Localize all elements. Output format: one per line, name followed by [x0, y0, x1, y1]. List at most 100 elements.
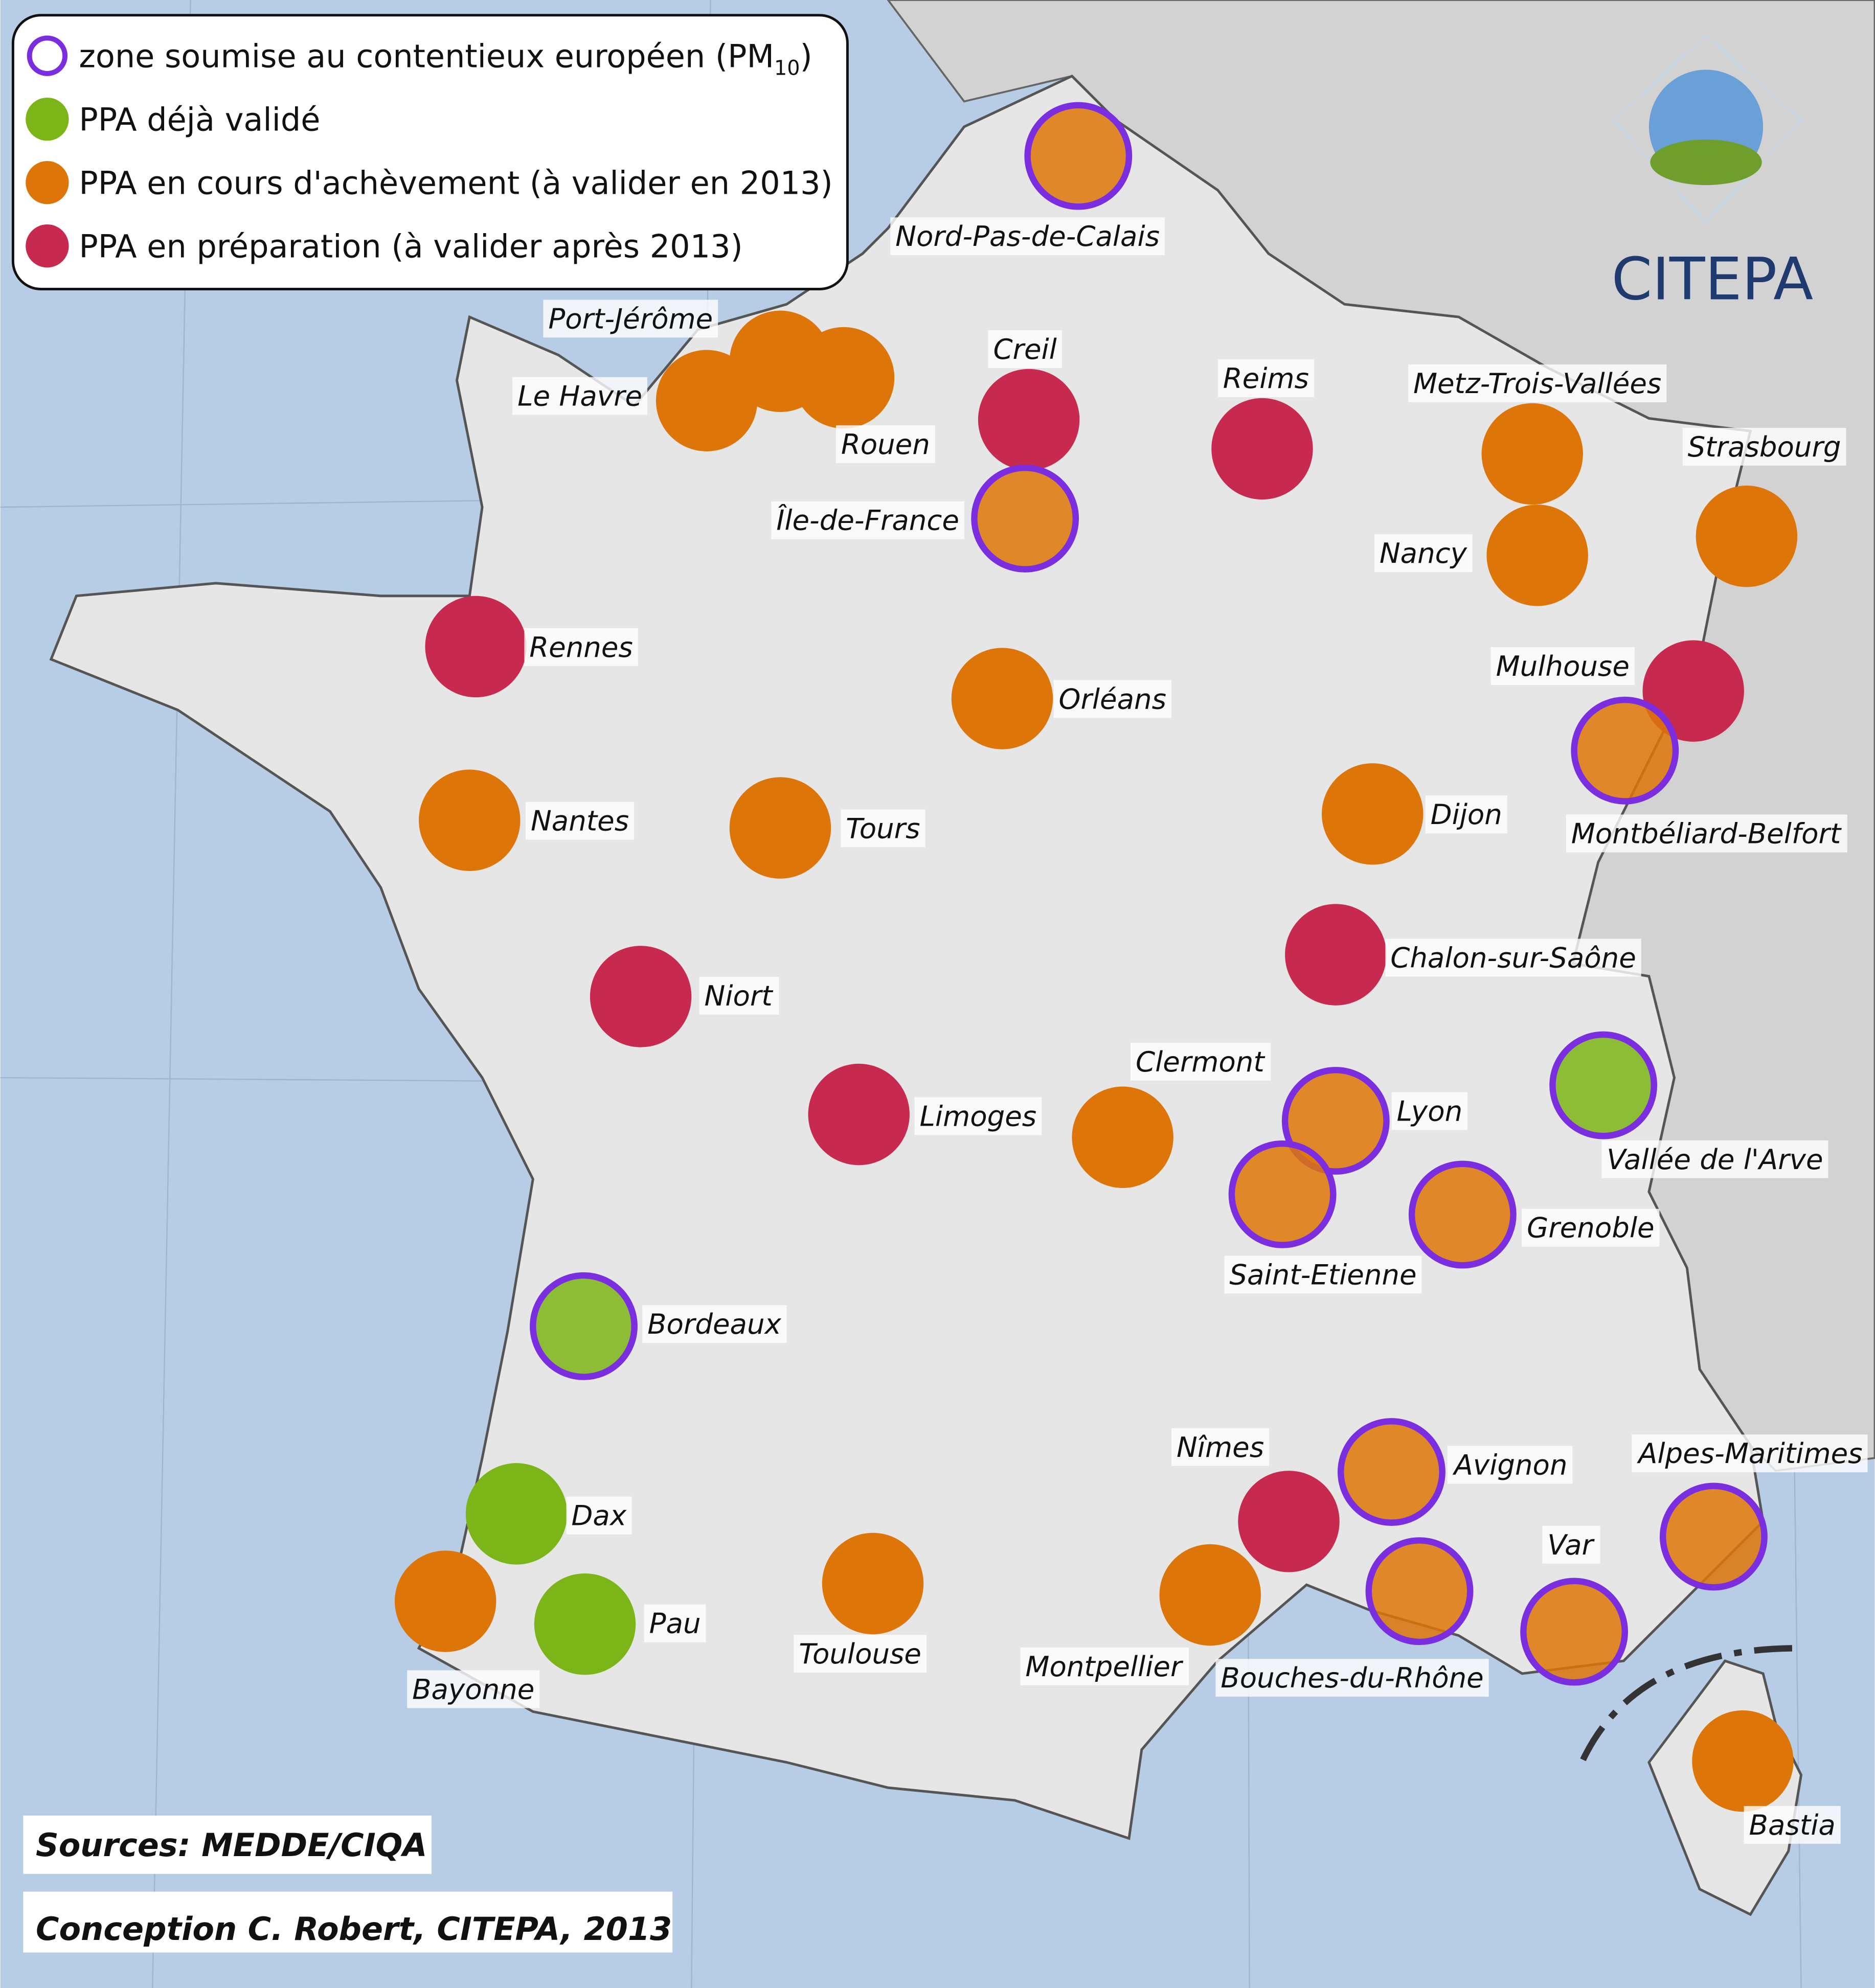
zone-marker [1027, 105, 1129, 207]
zone-label: Toulouse [799, 1637, 921, 1670]
contentieux-ring [1408, 1160, 1517, 1269]
zone-label: Dax [571, 1499, 626, 1532]
label-bg [914, 1097, 1042, 1135]
zone-marker [822, 1533, 924, 1635]
legend-label: PPA déjà validé [79, 101, 320, 138]
label-bg [890, 217, 1165, 256]
zone-marker [419, 769, 521, 871]
label-bg [699, 976, 779, 1015]
label-bg [1682, 427, 1846, 466]
label-bg [1522, 1208, 1660, 1247]
contentieux-ring [1549, 1031, 1658, 1139]
label-bg [1490, 647, 1635, 685]
zone-marker [1285, 904, 1387, 1006]
label-bg [526, 802, 635, 840]
contentieux-ring [971, 465, 1079, 573]
credit: Conception C. Robert, CITEPA, 2013 [36, 1910, 672, 1948]
label-bg [524, 628, 638, 666]
zone-marker [1159, 1544, 1261, 1646]
zone-label: Montbéliard-Belfort [1571, 817, 1842, 850]
label-bg [794, 1635, 927, 1673]
zone-marker [1486, 505, 1588, 606]
legend-marker [26, 224, 69, 268]
zone-label: Saint-Etienne [1229, 1258, 1416, 1291]
zone-marker [465, 1463, 568, 1565]
label-bg [1425, 795, 1507, 834]
label-bg [1408, 364, 1667, 402]
legend-marker [26, 161, 69, 204]
zone-marker [978, 369, 1080, 471]
label-bg [1566, 814, 1847, 853]
zone-label: Île-de-France [776, 504, 959, 537]
logo-text: CITEPA [1612, 245, 1814, 313]
zone-label: Reims [1223, 362, 1309, 395]
zone-label: Bastia [1749, 1809, 1836, 1841]
label-bg [543, 300, 718, 338]
zone-label: Niort [705, 979, 774, 1012]
zone-label: Avignon [1453, 1449, 1568, 1481]
label-bg [1131, 1042, 1271, 1081]
zone-marker [534, 1573, 636, 1675]
legend-suffix: ) [800, 37, 812, 75]
zone-marker [590, 946, 692, 1047]
zone-marker [1552, 1034, 1654, 1136]
legend-text: zone soumise au contentieux européen (PM [79, 37, 774, 75]
zone-label: Port-Jérôme [548, 302, 713, 335]
zone-label: Var [1547, 1528, 1595, 1561]
label-bg [1744, 1806, 1841, 1844]
zone-marker [1412, 1163, 1513, 1266]
zone-label: Grenoble [1527, 1212, 1655, 1244]
label-bg [1171, 1428, 1270, 1466]
label-bg [512, 377, 647, 415]
zone-label: Lyon [1396, 1095, 1462, 1128]
zone-marker [1692, 1710, 1794, 1812]
zone-marker [656, 350, 758, 451]
label-bg [1053, 680, 1171, 718]
legend-text: PPA déjà validé [79, 101, 320, 138]
zone-marker [951, 648, 1053, 749]
zone-label: Nîmes [1177, 1431, 1264, 1464]
label-bg [1601, 1140, 1828, 1178]
label-bg [841, 809, 925, 848]
contentieux-ring [530, 1272, 638, 1380]
zone-label: Nantes [531, 805, 629, 837]
zone-marker [1642, 640, 1744, 742]
zone-label: Nancy [1380, 537, 1467, 569]
corsica-inset-arc [1580, 1645, 1799, 1762]
sources-box [23, 1815, 432, 1874]
contentieux-ring [1228, 1140, 1337, 1248]
legend-marker [27, 35, 68, 76]
contentieux-ring [1659, 1482, 1768, 1591]
label-bg [1374, 534, 1473, 573]
zone-marker [1322, 763, 1424, 865]
zone-label: Rouen [841, 428, 930, 461]
sources: Sources: MEDDE/CIQA [36, 1826, 427, 1864]
zone-label: Bayonne [412, 1673, 534, 1706]
legend-text: PPA en préparation (à valider après 2013… [79, 227, 742, 265]
legend-label: PPA en cours d'achèvement (à valider en … [79, 164, 832, 201]
zone-label: Creil [993, 333, 1056, 365]
contentieux-ring [1365, 1537, 1474, 1646]
zone-label: Le Havre [517, 380, 642, 413]
label-bg [407, 1670, 540, 1708]
zone-marker [425, 596, 527, 698]
zone-marker [1341, 1421, 1442, 1523]
legend-subscript: 10 [774, 56, 800, 80]
label-bg [566, 1496, 632, 1535]
zone-marker [1574, 700, 1676, 802]
zone-label: Mulhouse [1496, 650, 1630, 682]
zone-label: Rennes [529, 631, 633, 664]
label-bg [1385, 939, 1641, 977]
zone-label: Bordeaux [647, 1308, 781, 1340]
zone-marker [729, 777, 831, 879]
label-bg [1217, 359, 1314, 397]
zone-label: Bouches-du-Rhône [1221, 1661, 1483, 1694]
zone-marker [1211, 398, 1313, 500]
zone-label: Dijon [1431, 798, 1502, 831]
contentieux-ring [1520, 1578, 1628, 1686]
legend-box [11, 14, 849, 290]
zone-marker [1481, 403, 1583, 505]
label-bg [1632, 1434, 1868, 1473]
